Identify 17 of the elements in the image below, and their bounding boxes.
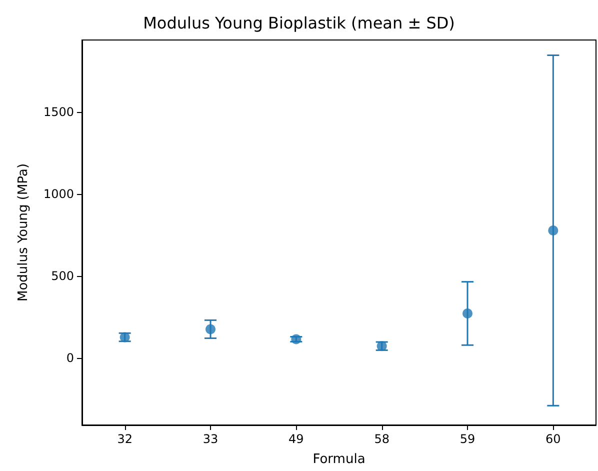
- y-axis-title: Modulus Young (MPa): [16, 163, 31, 302]
- y-tick-label: 1500: [43, 104, 74, 119]
- point: [291, 334, 302, 344]
- x-tick-label: 32: [117, 432, 132, 446]
- x-tick-label: 60: [546, 432, 561, 446]
- y-tick-label: 1000: [43, 186, 74, 201]
- point: [206, 324, 216, 334]
- y-tick-label: 0: [66, 350, 74, 365]
- x-axis-title: Formula: [312, 452, 366, 467]
- x-tick-label: 33: [202, 432, 218, 446]
- chart-title: Modulus Young Bioplastik (mean ± SD): [143, 14, 455, 32]
- x-tick-label: 58: [374, 432, 390, 446]
- x-tick-label: 49: [288, 432, 304, 446]
- x-tick-label: 59: [460, 432, 476, 446]
- y-tick-label: 500: [51, 268, 74, 283]
- point: [548, 225, 558, 236]
- point: [462, 308, 472, 318]
